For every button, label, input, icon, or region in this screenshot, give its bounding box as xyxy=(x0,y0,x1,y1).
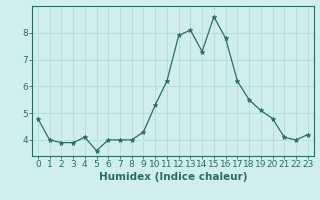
X-axis label: Humidex (Indice chaleur): Humidex (Indice chaleur) xyxy=(99,172,247,182)
